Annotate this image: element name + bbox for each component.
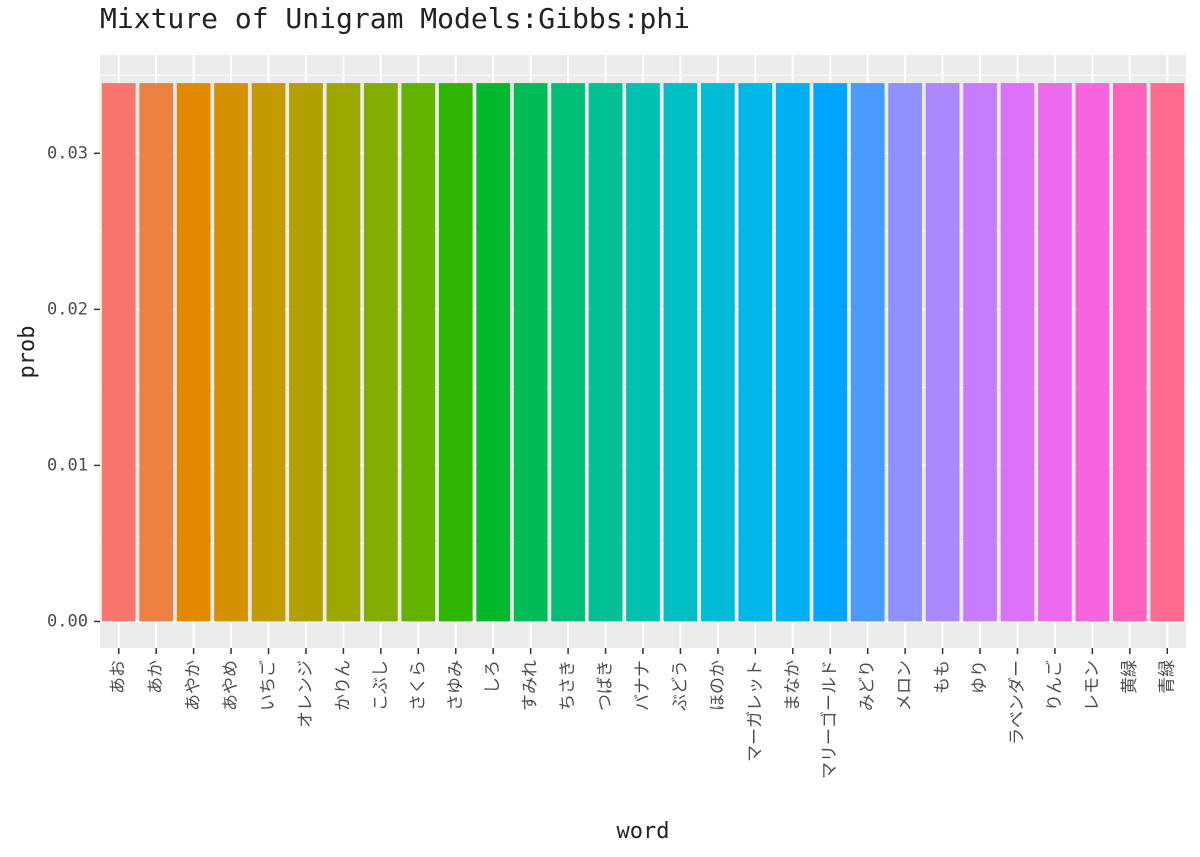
bar [663,83,698,622]
bar [289,83,323,622]
x-tick-label: あやか [184,660,204,711]
bar [1112,83,1147,622]
bar [214,83,248,622]
x-tick-label: バナナ [633,660,653,711]
chart-title: Mixture of Unigram Models:Gibbs:phi [100,2,690,35]
x-tick-label: あお [109,660,129,694]
bar [1038,83,1072,622]
x-tick-label: レモン [1082,660,1102,711]
bar [738,83,773,622]
bar [1000,83,1035,622]
bar [1150,83,1185,622]
x-tick-label: さくら [408,660,428,711]
x-tick-label: まなか [783,660,803,711]
x-tick-label: ラベンダー [1007,660,1027,745]
bar [438,83,473,622]
x-tick-label: みどり [858,660,878,711]
bar [513,83,548,622]
bar [775,83,810,622]
x-tick-label: あやめ [221,660,241,711]
bar [476,83,511,622]
y-tick-label: 0.02 [47,299,88,319]
x-tick-label: つばき [596,660,616,711]
bar [101,83,136,622]
bar [888,83,922,622]
x-tick-label: マリーゴールド [819,660,840,779]
bar [626,83,660,622]
bar [326,83,361,622]
x-tick-label: いちご [259,660,279,711]
x-tick-label: マーガレット [745,660,765,762]
x-tick-label: 青緑 [1157,660,1177,694]
x-axis-label: word [617,819,670,844]
x-tick-label: ゆり [970,660,990,694]
bar [251,83,286,622]
x-tick-label: オレンジ [296,660,316,728]
bar [925,83,960,622]
x-tick-label: もも [933,660,953,694]
bar [364,83,398,622]
x-tick-label: さゆみ [446,660,466,711]
bar [176,83,211,622]
x-tick-label: こぶし [371,660,391,711]
bar [551,83,585,622]
x-tick-label: ぶどう [670,660,690,711]
y-tick-label: 0.01 [47,455,88,475]
bar [401,83,436,622]
x-tick-label: かりん [333,660,353,711]
bar [850,83,885,622]
x-tick-label: すみれ [521,660,541,711]
x-tick-label: りんご [1045,660,1065,711]
bar [1075,83,1110,622]
bar [701,83,735,622]
bar [139,83,174,622]
x-tick-label: ちさき [558,660,578,711]
y-tick-label: 0.03 [47,143,88,163]
x-tick-label: ほのか [708,660,728,711]
x-tick-label: 黄緑 [1120,660,1140,694]
y-axis-label: prob [15,326,40,379]
y-tick-label: 0.00 [47,611,88,631]
bar [813,83,848,622]
x-tick-label: あか [146,660,166,694]
bar [963,83,997,622]
x-tick-label: しろ [483,660,503,694]
bar [588,83,623,622]
x-tick-label: メロン [895,660,915,711]
